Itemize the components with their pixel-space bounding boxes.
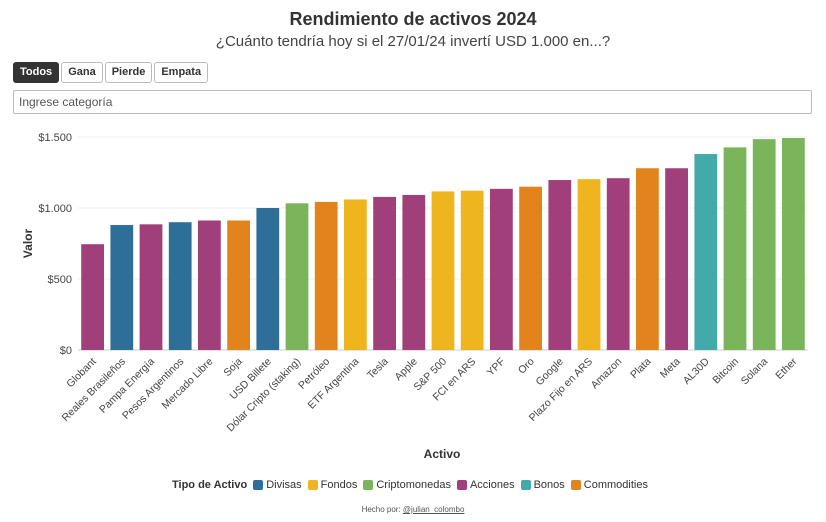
bar[interactable] — [548, 180, 572, 350]
legend-label: Acciones — [469, 479, 515, 491]
bar[interactable] — [344, 199, 367, 350]
y-tick-label: $500 — [48, 274, 72, 286]
legend: Tipo de Activo Divisas Fondos Criptomone… — [0, 479, 826, 491]
y-axis-title: Valor — [21, 229, 35, 259]
category-search-input[interactable] — [13, 90, 812, 114]
tab-todos[interactable]: Todos — [13, 62, 60, 83]
legend-swatch — [363, 480, 374, 490]
x-tick-label: Soja — [221, 356, 244, 379]
bar[interactable] — [198, 220, 221, 350]
bar[interactable] — [636, 168, 659, 350]
bar[interactable] — [81, 244, 104, 350]
x-tick-label: ETF Argentina — [306, 356, 362, 412]
page-title: Rendimiento de activos 2024 — [289, 9, 537, 29]
bar[interactable] — [227, 220, 250, 350]
x-axis-title: Activo — [424, 447, 461, 461]
legend-item-commodities[interactable]: Commodities — [570, 479, 648, 491]
bar[interactable] — [402, 194, 426, 350]
x-tick-label: Apple — [392, 356, 420, 384]
bar[interactable] — [519, 186, 542, 350]
credit-prefix: Hecho por: — [361, 505, 403, 514]
bar[interactable] — [782, 137, 805, 350]
legend-label: Bonos — [533, 479, 565, 491]
bar[interactable] — [606, 178, 630, 350]
legend-label: Commodities — [583, 479, 648, 491]
filter-tabs: Todos Gana Pierde Empata — [13, 62, 209, 83]
legend-item-acciones[interactable]: Acciones — [456, 479, 515, 491]
x-tick-label: Plata — [628, 356, 654, 382]
x-tick-label: YPF — [485, 356, 508, 379]
bar[interactable] — [168, 222, 192, 350]
legend-item-divisas[interactable]: Divisas — [253, 479, 302, 491]
bar[interactable] — [577, 179, 601, 350]
y-tick-label: $1.500 — [38, 132, 72, 144]
x-tick-label: Mercado Libre — [160, 356, 216, 412]
bar[interactable] — [723, 147, 747, 350]
legend-item-bonos[interactable]: Bonos — [520, 479, 565, 491]
bar[interactable] — [110, 225, 134, 350]
x-tick-label: Oro — [516, 356, 537, 377]
x-tick-label: AL30D — [681, 355, 712, 386]
bar[interactable] — [665, 168, 688, 350]
legend-label: Criptomonedas — [376, 479, 451, 491]
tab-gana[interactable]: Gana — [61, 62, 103, 83]
bar[interactable] — [314, 201, 338, 350]
x-tick-label: Meta — [658, 356, 683, 381]
legend-swatch — [520, 480, 531, 490]
x-tick-label: Bitcoin — [710, 356, 741, 387]
bar[interactable] — [460, 190, 484, 350]
legend-item-criptomonedas[interactable]: Criptomonedas — [363, 479, 451, 491]
page-subtitle: ¿Cuánto tendría hoy si el 27/01/24 inver… — [215, 33, 611, 50]
legend-label: Fondos — [320, 479, 358, 491]
legend-title: Tipo de Activo — [172, 479, 248, 491]
bar[interactable] — [373, 196, 396, 350]
bar[interactable] — [431, 191, 455, 350]
tab-empata[interactable]: Empata — [154, 62, 209, 83]
bar[interactable] — [694, 154, 718, 350]
legend-item-fondos[interactable]: Fondos — [307, 479, 358, 491]
bar[interactable] — [256, 208, 280, 350]
legend-swatch — [456, 480, 467, 490]
y-tick-label: $1.000 — [38, 203, 72, 215]
x-tick-label: Amazon — [589, 356, 625, 392]
bar[interactable] — [752, 139, 776, 350]
credit-line: Hecho por: @julian_colombo — [0, 505, 826, 514]
legend-swatch — [570, 480, 581, 490]
legend-swatch — [307, 480, 318, 490]
legend-swatch — [253, 480, 264, 490]
bar[interactable] — [285, 203, 309, 350]
tab-pierde[interactable]: Pierde — [104, 62, 153, 83]
author-link[interactable]: @julian_colombo — [402, 505, 465, 514]
x-tick-label: Ether — [773, 355, 800, 382]
x-tick-label: Solana — [739, 356, 771, 388]
bar[interactable] — [139, 224, 163, 350]
bar[interactable] — [490, 188, 513, 350]
legend-label: Divisas — [266, 479, 302, 491]
y-tick-label: $0 — [60, 345, 72, 357]
x-tick-label: Tesla — [365, 356, 391, 382]
